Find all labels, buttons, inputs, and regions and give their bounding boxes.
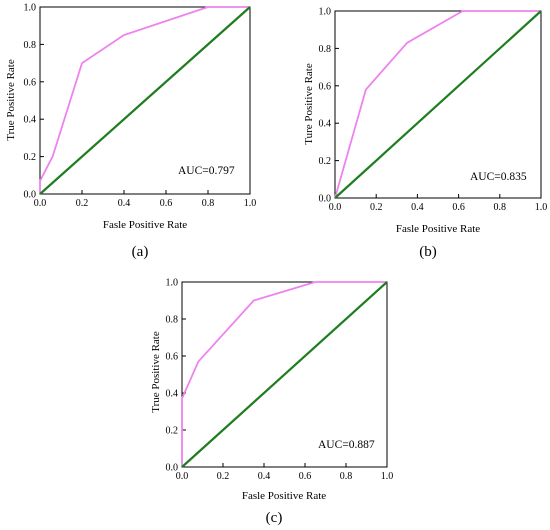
y-tick-label-c: 0.6 — [166, 352, 179, 363]
y-tick-label-b: 0.4 — [319, 119, 332, 130]
y-tick-label-c: 1.0 — [166, 278, 179, 289]
y-tick-label-a: 0.2 — [24, 152, 37, 163]
plot-area-b: 0.0 0.2 0.4 0.6 0.8 1.0 0.0 0.2 0.4 0.6 0.8 1.0 AUC=… — [319, 7, 548, 214]
x-tick-label-b: 0.4 — [411, 202, 424, 213]
x-tick-label-b: 0.2 — [370, 202, 383, 213]
x-tick-label-c: 0.6 — [299, 471, 312, 482]
x-tick-label-b: 1.0 — [535, 202, 548, 213]
x-tick-label-c: 0.2 — [217, 471, 230, 482]
ylabel-a: True Positive Rate — [5, 59, 17, 141]
y-tick-label-b: 0.8 — [319, 44, 332, 55]
panel-label-b: (b) — [419, 244, 437, 260]
y-tick-label-b: 0.6 — [319, 81, 332, 92]
y-tick-label-a: 0.8 — [24, 40, 37, 51]
xlabel-b: Fasle Positive Rate — [396, 223, 480, 235]
x-tick-label-a: 1.0 — [244, 198, 257, 209]
panel-a: 0.0 0.2 0.4 0.6 0.8 1.0 0.0 0.2 0.4 0.6 0.8 1.0 AUC=… — [5, 3, 256, 261]
plot-frame-a — [39, 6, 251, 195]
x-tick-label-c: 0.8 — [340, 471, 353, 482]
y-tick-label-c: 0.0 — [166, 463, 179, 474]
y-tick-label-b: 0.2 — [319, 156, 332, 167]
x-tick-label-a: 0.8 — [202, 198, 215, 209]
panel-b: 0.0 0.2 0.4 0.6 0.8 1.0 0.0 0.2 0.4 0.6 0.8 1.0 AUC=… — [303, 7, 547, 261]
y-tick-label-a: 0.6 — [24, 77, 37, 88]
plot-area-a: 0.0 0.2 0.4 0.6 0.8 1.0 0.0 0.2 0.4 0.6 0.8 1.0 AUC=… — [24, 3, 257, 210]
roc-curve-c — [181, 281, 387, 467]
plot-frame-c — [181, 281, 388, 468]
diagonal-reference-line-a — [39, 6, 251, 195]
xlabel-c: Fasle Positive Rate — [242, 490, 326, 502]
ylabel-b: Ture Positive Rate — [303, 63, 315, 145]
plot-frame-b — [334, 10, 542, 199]
plot-area-c: 0.0 0.2 0.4 0.6 0.8 1.0 0.0 0.2 0.4 0.6 0.8 1.0 AUC=… — [166, 278, 394, 483]
x-tick-label-a: 0.6 — [160, 198, 173, 209]
y-tick-label-c: 0.4 — [166, 389, 179, 400]
panel-c: 0.0 0.2 0.4 0.6 0.8 1.0 0.0 0.2 0.4 0.6 0.8 1.0 AUC=… — [150, 278, 393, 527]
diagonal-reference-line-c — [181, 281, 388, 468]
diagonal-reference-line-b — [334, 10, 542, 199]
x-tick-label-c: 1.0 — [381, 471, 394, 482]
x-tick-label-a: 0.4 — [118, 198, 131, 209]
x-tick-label-b: 0.6 — [452, 202, 465, 213]
y-tick-label-c: 0.8 — [166, 315, 179, 326]
x-tick-label-c: 0.4 — [258, 471, 271, 482]
y-tick-label-b: 0.0 — [319, 194, 332, 205]
ylabel-c: True Positive Rate — [150, 331, 162, 413]
y-tick-label-a: 1.0 — [24, 3, 37, 14]
x-tick-label-b: 0.8 — [494, 202, 507, 213]
x-tick-label-c: 0.0 — [176, 471, 189, 482]
roc-curve-a — [39, 6, 250, 194]
roc-curve-b — [334, 10, 541, 199]
y-tick-label-a: 0.0 — [24, 190, 37, 201]
y-tick-label-c: 0.2 — [166, 426, 179, 437]
auc-annotation-c: AUC=0.887 — [318, 439, 375, 451]
panel-label-c: (c) — [266, 510, 283, 526]
xlabel-a: Fasle Positive Rate — [103, 219, 187, 231]
auc-annotation-a: AUC=0.797 — [178, 165, 235, 177]
y-tick-label-a: 0.4 — [24, 115, 37, 126]
x-tick-label-a: 0.2 — [76, 198, 89, 209]
x-tick-label-b: 0.0 — [329, 202, 342, 213]
auc-annotation-b: AUC=0.835 — [470, 171, 527, 183]
y-tick-label-b: 1.0 — [319, 7, 332, 18]
x-tick-label-a: 0.0 — [34, 198, 47, 209]
panel-label-a: (a) — [132, 244, 149, 260]
